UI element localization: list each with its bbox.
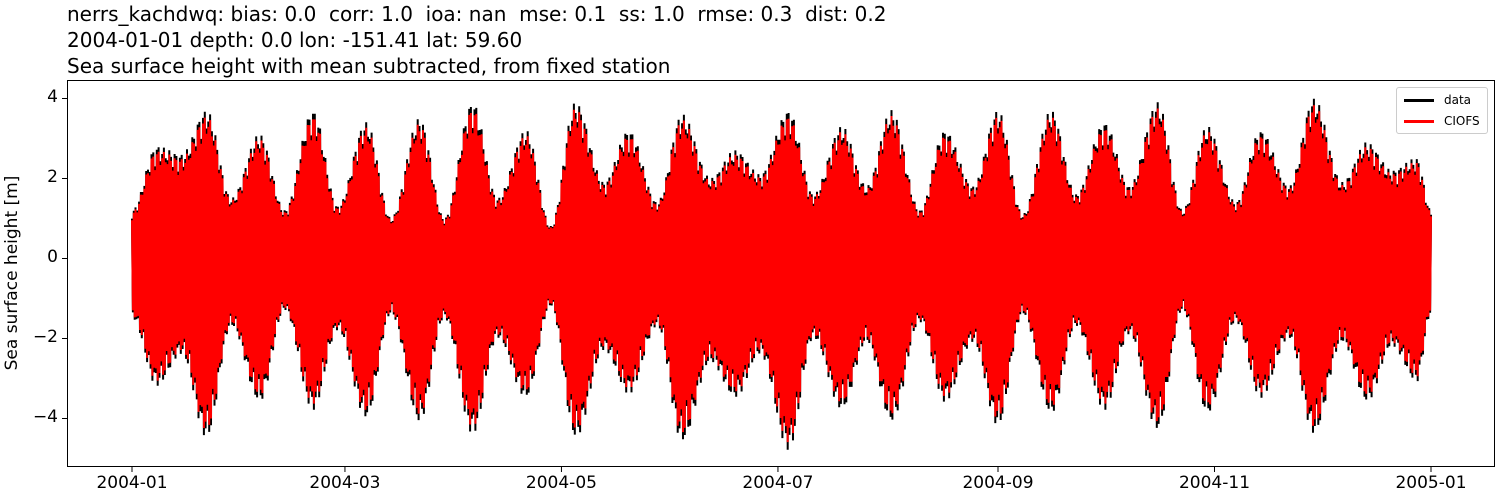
legend-label-data: data [1444, 93, 1472, 107]
chart-title-line-2: 2004-01-01 depth: 0.0 lon: -151.41 lat: … [67, 28, 523, 52]
y-tick-label: −4 [32, 407, 58, 427]
x-axis-ticks [131, 467, 1432, 472]
legend-label-ciofs: CIOFS [1444, 114, 1480, 128]
x-tick-label: 2005-01 [1395, 473, 1467, 493]
x-tick-label: 2004-03 [309, 473, 381, 493]
chart-title-line-3: Sea surface height with mean subtracted,… [67, 54, 671, 78]
y-axis-label: Sea surface height [m] [2, 175, 22, 371]
x-tick-label: 2004-11 [1178, 473, 1251, 493]
legend-swatch-data-icon [1404, 98, 1434, 102]
y-tick-label: −2 [32, 327, 58, 347]
x-tick-label: 2004-01 [96, 473, 168, 493]
series-ciofs-line [131, 105, 1432, 443]
legend: data CIOFS [1396, 87, 1488, 134]
x-tick-label: 2004-07 [742, 473, 814, 493]
legend-item-data: data [1404, 92, 1471, 108]
y-axis-ticks [62, 98, 67, 419]
y-tick-label: 0 [47, 247, 58, 267]
y-tick-label: 4 [47, 87, 58, 107]
axes-frame [67, 80, 1495, 467]
x-tick-label: 2004-05 [525, 473, 597, 493]
x-tick-label: 2004-09 [962, 473, 1034, 493]
chart-title-line-1: nerrs_kachdwq: bias: 0.0 corr: 1.0 ioa: … [67, 2, 887, 26]
legend-swatch-ciofs-icon [1404, 119, 1434, 123]
legend-item-ciofs: CIOFS [1404, 113, 1480, 129]
y-tick-label: 2 [47, 167, 58, 187]
series-data-line [131, 98, 1432, 450]
